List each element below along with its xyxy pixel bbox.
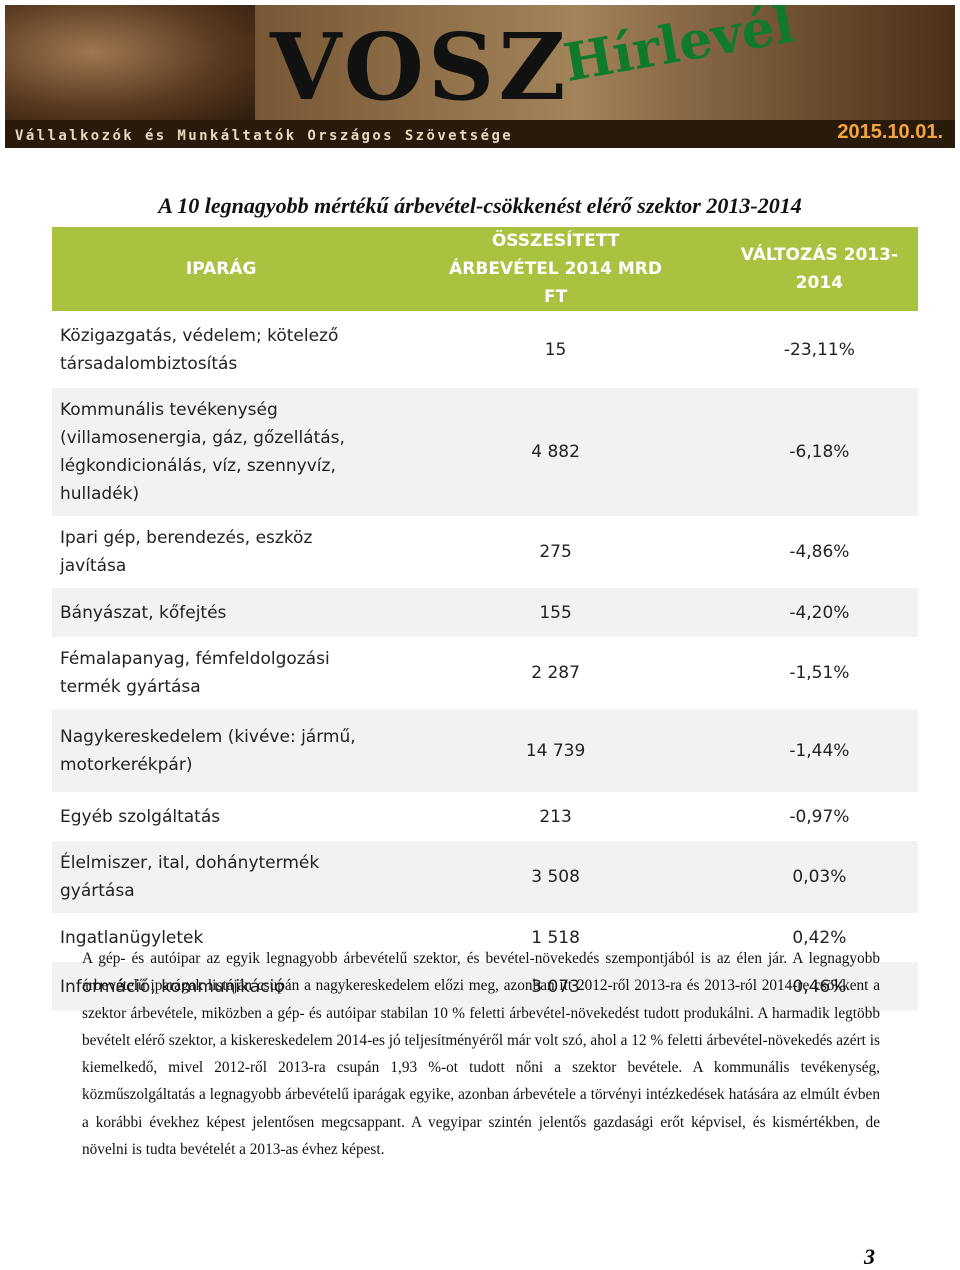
table-body: Közigazgatás, védelem; kötelező társadal… bbox=[52, 311, 918, 1011]
table-cell: -1,51% bbox=[789, 663, 850, 683]
table-row: Élelmiszer, ital, dohánytermék gyártása 3… bbox=[52, 841, 918, 913]
date: 2015.10.01. bbox=[837, 121, 943, 143]
table-cell: 213 bbox=[539, 806, 572, 827]
header-cell: ÖSSZESÍTETT ÁRBEVÉTEL 2014 MRD FT bbox=[390, 227, 721, 311]
table-cell: -4,86% bbox=[789, 542, 850, 562]
table-cell: 2 287 bbox=[531, 663, 580, 683]
page-number: 3 bbox=[864, 1244, 875, 1269]
table: IPARÁG ÖSSZESÍTETT ÁRBEVÉTEL 2014 MRD FT V… bbox=[52, 227, 918, 1011]
table-cell: Egyéb szolgáltatás bbox=[60, 806, 221, 827]
banner: VOSZ Hírlevél Vállalkozók és Munkáltatók… bbox=[5, 5, 955, 148]
logo: VOSZ bbox=[270, 13, 570, 121]
table-row: Információ, kommunikáció 3 073 0,46% bbox=[52, 962, 918, 1011]
header-cell: VÁLTOZÁS 2013-2014 bbox=[720, 227, 918, 311]
table-cell: 3 508 bbox=[390, 841, 721, 913]
table-cell: 0,46% bbox=[720, 962, 918, 1011]
table-cell: 0,03% bbox=[720, 841, 918, 913]
table-cell: Bányászat, kőfejtés bbox=[52, 588, 391, 637]
table-row: Ipari gép, berendezés, eszköz javítása 27… bbox=[52, 516, 918, 588]
banner-photo bbox=[5, 5, 255, 123]
table-cell: -0,97% bbox=[789, 806, 850, 827]
table-cell: 275 bbox=[539, 542, 572, 562]
table-cell: 15 bbox=[544, 339, 567, 360]
table-cell: 3 073 bbox=[390, 962, 721, 1011]
table-row: Bányászat, kőfejtés 155 -4,20% bbox=[52, 588, 918, 637]
table-cell: 4 882 bbox=[390, 388, 721, 516]
table-cell: Információ, kommunikáció bbox=[52, 962, 391, 1011]
table-row: Kommunális tevékenység (villamosenergia,… bbox=[52, 388, 918, 516]
table-cell: 155 bbox=[390, 588, 721, 637]
table-cell: Ingatlanügyletek bbox=[60, 927, 204, 948]
table-cell: 1 518 bbox=[531, 927, 580, 948]
table-row: Egyéb szolgáltatás 213 -0,97% bbox=[52, 792, 918, 841]
table-row: Nagykereskedelem (kivéve: jármű, motorke… bbox=[52, 709, 918, 792]
table-row: Ingatlanügyletek 1 518 0,42% bbox=[52, 913, 918, 962]
table-cell: -23,11% bbox=[783, 339, 855, 360]
table-cell: 14 739 bbox=[390, 709, 721, 792]
paragraph: A gép- és autóipar az egyik legnagyobb á… bbox=[82, 950, 880, 1159]
table-cell: Élelmiszer, ital, dohánytermék gyártása bbox=[52, 841, 391, 913]
table-cell: -6,18% bbox=[720, 388, 918, 516]
table-row: Közigazgatás, védelem; kötelező társadal… bbox=[52, 311, 918, 388]
table-cell: Fémalapanyag, fémfeldolgozási termék gyá… bbox=[60, 649, 330, 697]
table-cell: Ipari gép, berendezés, eszköz javítása bbox=[60, 528, 313, 576]
table-row: Fémalapanyag, fémfeldolgozási termék gyá… bbox=[52, 637, 918, 709]
table-cell: Kommunális tevékenység (villamosenergia,… bbox=[52, 388, 391, 516]
table-cell: 0,42% bbox=[792, 927, 847, 948]
header-cell: IPARÁG bbox=[52, 227, 391, 311]
organization: Vállalkozók és Munkáltatók Országos Szöv… bbox=[15, 128, 514, 144]
table-cell: Közigazgatás, védelem; kötelező társadal… bbox=[60, 325, 339, 374]
table-cell: -4,20% bbox=[720, 588, 918, 637]
banner-strip bbox=[5, 120, 955, 148]
title: A 10 legnagyobb mértékű árbevétel-csökke… bbox=[158, 193, 802, 218]
header-row: IPARÁG ÖSSZESÍTETT ÁRBEVÉTEL 2014 MRD FT V… bbox=[52, 227, 918, 311]
newsletter-title: Hírlevél bbox=[559, 5, 799, 94]
table-cell: Nagykereskedelem (kivéve: jármű, motorke… bbox=[52, 709, 391, 792]
table-cell: -1,44% bbox=[720, 709, 918, 792]
